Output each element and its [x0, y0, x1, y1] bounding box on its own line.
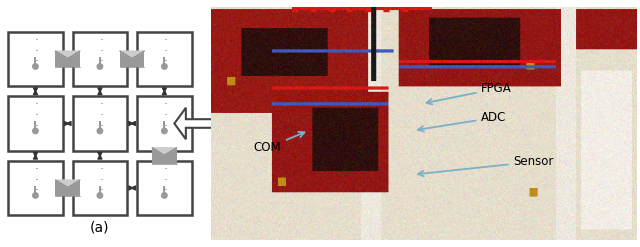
FancyArrowPatch shape [129, 57, 136, 61]
Circle shape [162, 128, 167, 134]
Bar [99, 122, 101, 131]
Bar [8, 96, 63, 151]
Bar [56, 51, 80, 67]
FancyArrowPatch shape [65, 57, 71, 61]
Bar [35, 122, 36, 131]
Bar [163, 57, 165, 66]
Circle shape [33, 64, 38, 69]
Bar [56, 180, 80, 196]
Circle shape [97, 64, 102, 69]
Bar [120, 51, 144, 67]
FancyArrowPatch shape [98, 88, 102, 95]
Bar [99, 186, 101, 195]
FancyArrowPatch shape [33, 152, 37, 159]
Polygon shape [152, 148, 177, 155]
Polygon shape [120, 51, 144, 59]
Circle shape [33, 128, 38, 134]
Bar [8, 32, 63, 86]
Text: FPGA: FPGA [426, 82, 512, 104]
FancyArrowPatch shape [98, 152, 102, 159]
Circle shape [162, 64, 167, 69]
Bar [73, 96, 127, 151]
Polygon shape [175, 108, 229, 139]
Bar [163, 186, 165, 195]
Bar [137, 161, 191, 215]
FancyArrowPatch shape [65, 186, 71, 190]
Text: COM: COM [253, 132, 305, 154]
Bar [35, 57, 36, 66]
Bar [35, 186, 36, 195]
Text: Sensor: Sensor [418, 155, 554, 176]
Bar [73, 32, 127, 86]
FancyArrowPatch shape [163, 88, 166, 95]
Circle shape [33, 193, 38, 198]
Bar [99, 57, 101, 66]
FancyArrowPatch shape [65, 122, 71, 125]
Bar [152, 148, 177, 164]
Bar [8, 161, 63, 215]
Circle shape [97, 193, 102, 198]
Bar [137, 32, 191, 86]
Bar [163, 122, 165, 131]
Polygon shape [56, 51, 80, 59]
Text: ADC: ADC [418, 111, 507, 132]
Circle shape [97, 128, 102, 134]
Bar [73, 161, 127, 215]
Polygon shape [56, 180, 80, 187]
FancyArrowPatch shape [129, 122, 136, 125]
Circle shape [162, 193, 167, 198]
Bar [137, 96, 191, 151]
FancyArrowPatch shape [163, 152, 166, 159]
FancyArrowPatch shape [129, 186, 136, 190]
FancyArrowPatch shape [33, 88, 37, 95]
Text: (a): (a) [90, 220, 109, 234]
